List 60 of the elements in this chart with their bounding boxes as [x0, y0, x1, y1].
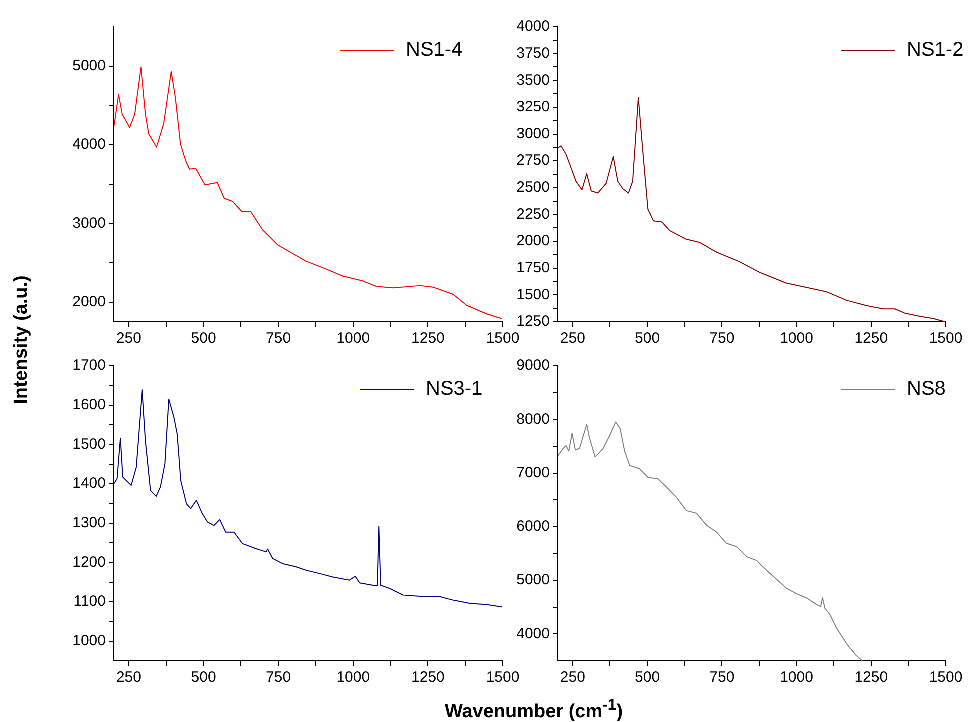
y-tick-label: 1000 [72, 632, 106, 650]
y-tick-label: 3000 [72, 214, 106, 232]
x-tick-label: 1500 [929, 669, 963, 686]
x-tick-label: 500 [191, 330, 216, 348]
y-tick-label: 4000 [516, 625, 550, 642]
y-tick-label: 1400 [72, 475, 106, 492]
x-axis-title: Wavenumber (cm$^{-1}$) [444, 696, 624, 722]
x-tick-label: 500 [635, 330, 660, 348]
y-tick-label: 1750 [516, 260, 550, 277]
y-tick-label: 5000 [72, 57, 106, 74]
y-tick-label: 1700 [72, 357, 106, 374]
y-tick-label: 8000 [516, 410, 550, 428]
legend-label: NS8 [907, 378, 946, 401]
legend-label: NS1-4 [406, 39, 463, 62]
y-tick-label: 4000 [72, 136, 106, 154]
y-tick-label: 3250 [516, 98, 550, 116]
y-tick-label: 1300 [72, 514, 106, 532]
y-tick-label: 1100 [74, 593, 106, 610]
y-tick-label: 1250 [516, 313, 550, 330]
y-tick-label: 2000 [516, 232, 550, 250]
y-tick-label: 3000 [516, 125, 550, 142]
x-tick-label: 1250 [854, 669, 888, 686]
y-tick-label: 1500 [72, 436, 106, 453]
y-tick-label: 3500 [516, 72, 550, 89]
y-tick-label: 6000 [516, 518, 550, 536]
x-tick-label: 1250 [854, 330, 888, 348]
x-tick-label: 750 [266, 669, 292, 686]
x-tick-label: 250 [116, 669, 142, 686]
x-tick-label: 1500 [929, 330, 963, 348]
y-tick-label: 3750 [516, 44, 550, 62]
y-tick-label: 4000 [516, 18, 550, 36]
y-tick-label: 1200 [72, 554, 106, 571]
x-tick-label: 250 [560, 330, 586, 348]
x-tick-label: 750 [266, 330, 292, 348]
y-axis-title: Intensity (a.u.) [11, 276, 33, 404]
x-tick-label: 750 [710, 330, 735, 348]
y-tick-label: 2250 [516, 206, 550, 223]
x-tick-label: 250 [560, 669, 586, 686]
y-tick-label: 2500 [516, 179, 550, 196]
y-tick-label: 2000 [72, 293, 106, 310]
x-tick-label: 1250 [412, 669, 445, 686]
x-tick-label: 1500 [486, 669, 520, 686]
x-tick-label: 1250 [412, 330, 445, 348]
legend-label: NS3-1 [426, 378, 483, 401]
x-tick-label: 1000 [780, 330, 814, 348]
x-tick-label: 1000 [336, 330, 370, 348]
x-tick-label: 750 [710, 669, 735, 686]
y-tick-label: 5000 [516, 572, 550, 589]
x-tick-label: 500 [191, 669, 216, 686]
y-tick-label: 2750 [516, 152, 550, 170]
x-tick-label: 1000 [336, 669, 370, 686]
x-tick-label: 1000 [780, 669, 814, 686]
y-tick-label: 1500 [516, 286, 550, 304]
x-tick-label: 250 [116, 330, 142, 348]
legend-label: NS1-2 [907, 39, 964, 62]
x-tick-label: 500 [635, 669, 660, 686]
y-tick-label: 7000 [516, 464, 550, 482]
x-tick-label: 1500 [486, 330, 520, 348]
y-tick-label: 9000 [516, 357, 550, 374]
y-tick-label: 1600 [72, 396, 106, 414]
